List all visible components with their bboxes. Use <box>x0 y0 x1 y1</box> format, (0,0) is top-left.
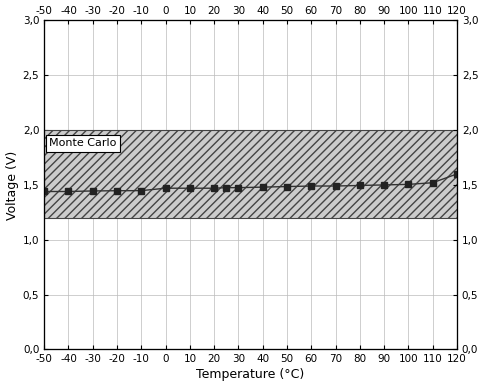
Y-axis label: Voltage (V): Voltage (V) <box>5 150 18 219</box>
X-axis label: Temperature (°C): Temperature (°C) <box>197 368 305 382</box>
Bar <box>44 130 457 218</box>
Text: Monte Carlo: Monte Carlo <box>49 138 117 148</box>
